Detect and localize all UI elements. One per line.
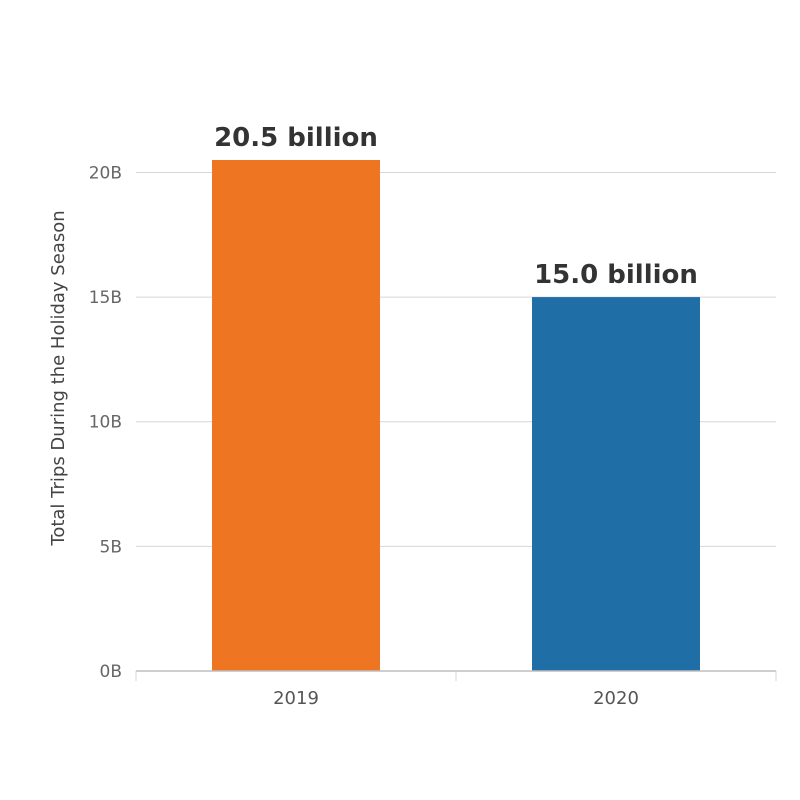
y-axis-title: Total Trips During the Holiday Season (48, 210, 69, 546)
y-tick-label: 0B (100, 662, 122, 682)
data-label-2019: 20.5 billion (214, 123, 378, 153)
x-tick-label-2020: 2020 (593, 688, 639, 709)
y-tick-label: 10B (89, 413, 122, 433)
data-labels: 20.5 billion 15.0 billion (214, 123, 698, 290)
x-tick-label-2019: 2019 (273, 688, 319, 709)
bars (212, 160, 700, 671)
y-axis-tick-labels: 0B 5B 10B 15B 20B (89, 163, 122, 682)
data-label-2020: 15.0 billion (534, 260, 698, 290)
x-axis-tick-labels: 2019 2020 (273, 688, 639, 709)
x-axis (135, 670, 777, 681)
bar-2019 (212, 160, 380, 671)
bar-2020 (532, 297, 700, 671)
y-tick-label: 5B (100, 537, 122, 557)
y-tick-label: 20B (89, 163, 122, 183)
y-tick-label: 15B (89, 288, 122, 308)
